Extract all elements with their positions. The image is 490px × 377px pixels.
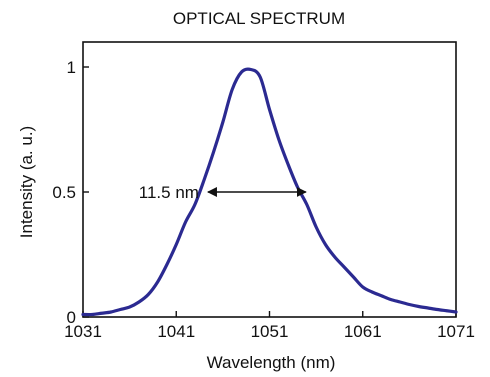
spectrum-line (81, 67, 458, 317)
annotation-layer: 11.5 nm (139, 183, 307, 202)
fwhm-label: 11.5 nm (139, 183, 199, 202)
x-tick-label: 1041 (157, 322, 195, 341)
y-tick-label: 0.5 (52, 183, 76, 202)
x-tick-label: 1061 (344, 322, 382, 341)
chart-title: OPTICAL SPECTRUM (173, 9, 345, 28)
plot-frame (82, 41, 457, 318)
series-layer (81, 67, 458, 317)
y-axis-label: Intensity (a. u.) (17, 126, 36, 238)
y-tick-label: 1 (67, 58, 76, 77)
y-axis-ticks: 00.51 (52, 58, 89, 327)
x-tick-label: 1051 (251, 322, 289, 341)
y-tick-label: 0 (67, 308, 76, 327)
plot-border (82, 41, 457, 318)
x-axis-ticks: 1031 1041 1051 1061 1071 (64, 311, 475, 341)
x-tick-label: 1071 (437, 322, 475, 341)
x-axis-label: Wavelength (nm) (207, 353, 336, 372)
x-tick-label: 1031 (64, 322, 102, 341)
